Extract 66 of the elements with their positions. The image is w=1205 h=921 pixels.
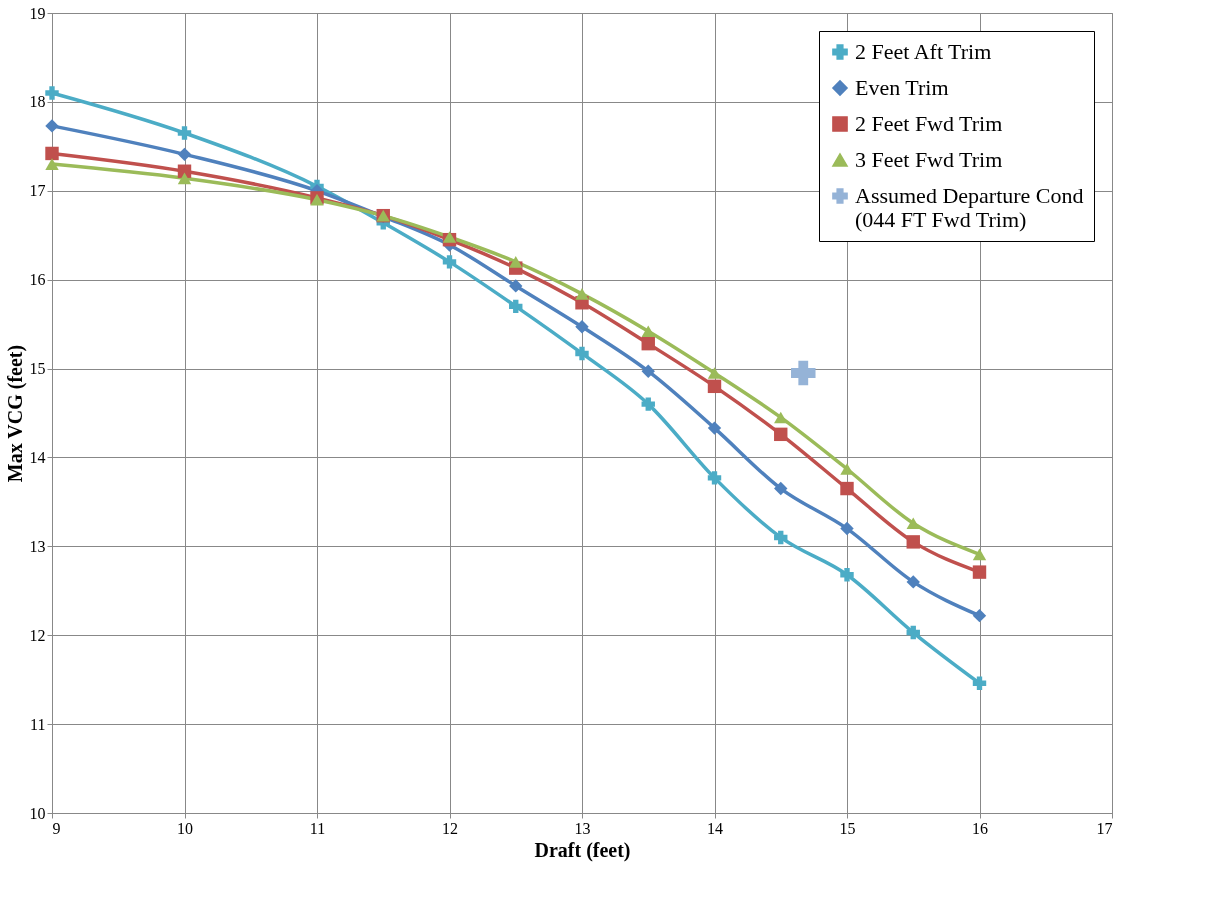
point [641,397,655,411]
point [840,463,854,475]
point [707,471,722,485]
point [45,119,59,133]
x-tick-label: 15 [839,819,856,837]
point [575,320,589,334]
point [791,360,816,386]
point [442,231,457,243]
y-tick-label: 17 [29,182,46,200]
x-tick-label: 13 [574,819,591,837]
point [45,158,59,170]
point [177,147,192,162]
x-tick-label: 9 [52,819,61,837]
y-tick-label: 19 [29,4,46,22]
point [774,530,788,545]
point [575,346,589,361]
y-tick-label: 14 [29,448,46,466]
point [972,608,987,623]
point [45,146,59,161]
legend-label: Even Trim [855,75,949,100]
point [575,288,589,300]
point [906,535,920,549]
x-tick-label: 11 [309,819,326,837]
point [177,172,192,185]
y-tick-label: 12 [29,626,46,644]
y-tick-label: 10 [29,804,46,822]
y-tick-label: 18 [29,93,46,111]
x-tick-label: 17 [1096,819,1113,837]
point [840,521,854,536]
x-tick-label: 12 [442,819,458,837]
point [707,379,722,394]
x-tick-label: 10 [177,819,193,837]
point [774,411,788,424]
point [774,481,788,496]
y-tick-label: 13 [29,537,46,555]
point [707,367,722,379]
point [774,427,788,442]
point [840,481,854,496]
point [45,86,59,100]
x-axis-title: Draft (feet) [534,838,631,862]
y-tick-label: 11 [30,715,46,733]
point [972,565,987,579]
point [509,279,523,293]
legend-label: Assumed Departure Cond (044 FT Fwd Trim) [855,183,1084,232]
x-tick-label: 14 [707,819,723,837]
point [840,568,854,582]
point [641,336,655,351]
y-axis-title: Max VCG (feet) [3,344,27,483]
legend-label: 2 Feet Fwd Trim [855,111,1003,136]
point [641,325,655,338]
point [906,517,920,530]
point [442,255,457,269]
y-tick-label: 15 [29,360,46,378]
legend-label: 2 Feet Aft Trim [855,39,992,64]
point [177,126,192,140]
point [641,364,655,378]
point [906,575,920,589]
point [906,625,920,640]
point [707,421,722,435]
legend-label: 3 Feet Fwd Trim [855,147,1003,172]
y-tick-label: 16 [29,271,46,289]
x-tick-label: 16 [972,819,988,837]
point [972,548,987,561]
point [972,676,987,690]
point [509,299,523,314]
point [509,256,523,268]
